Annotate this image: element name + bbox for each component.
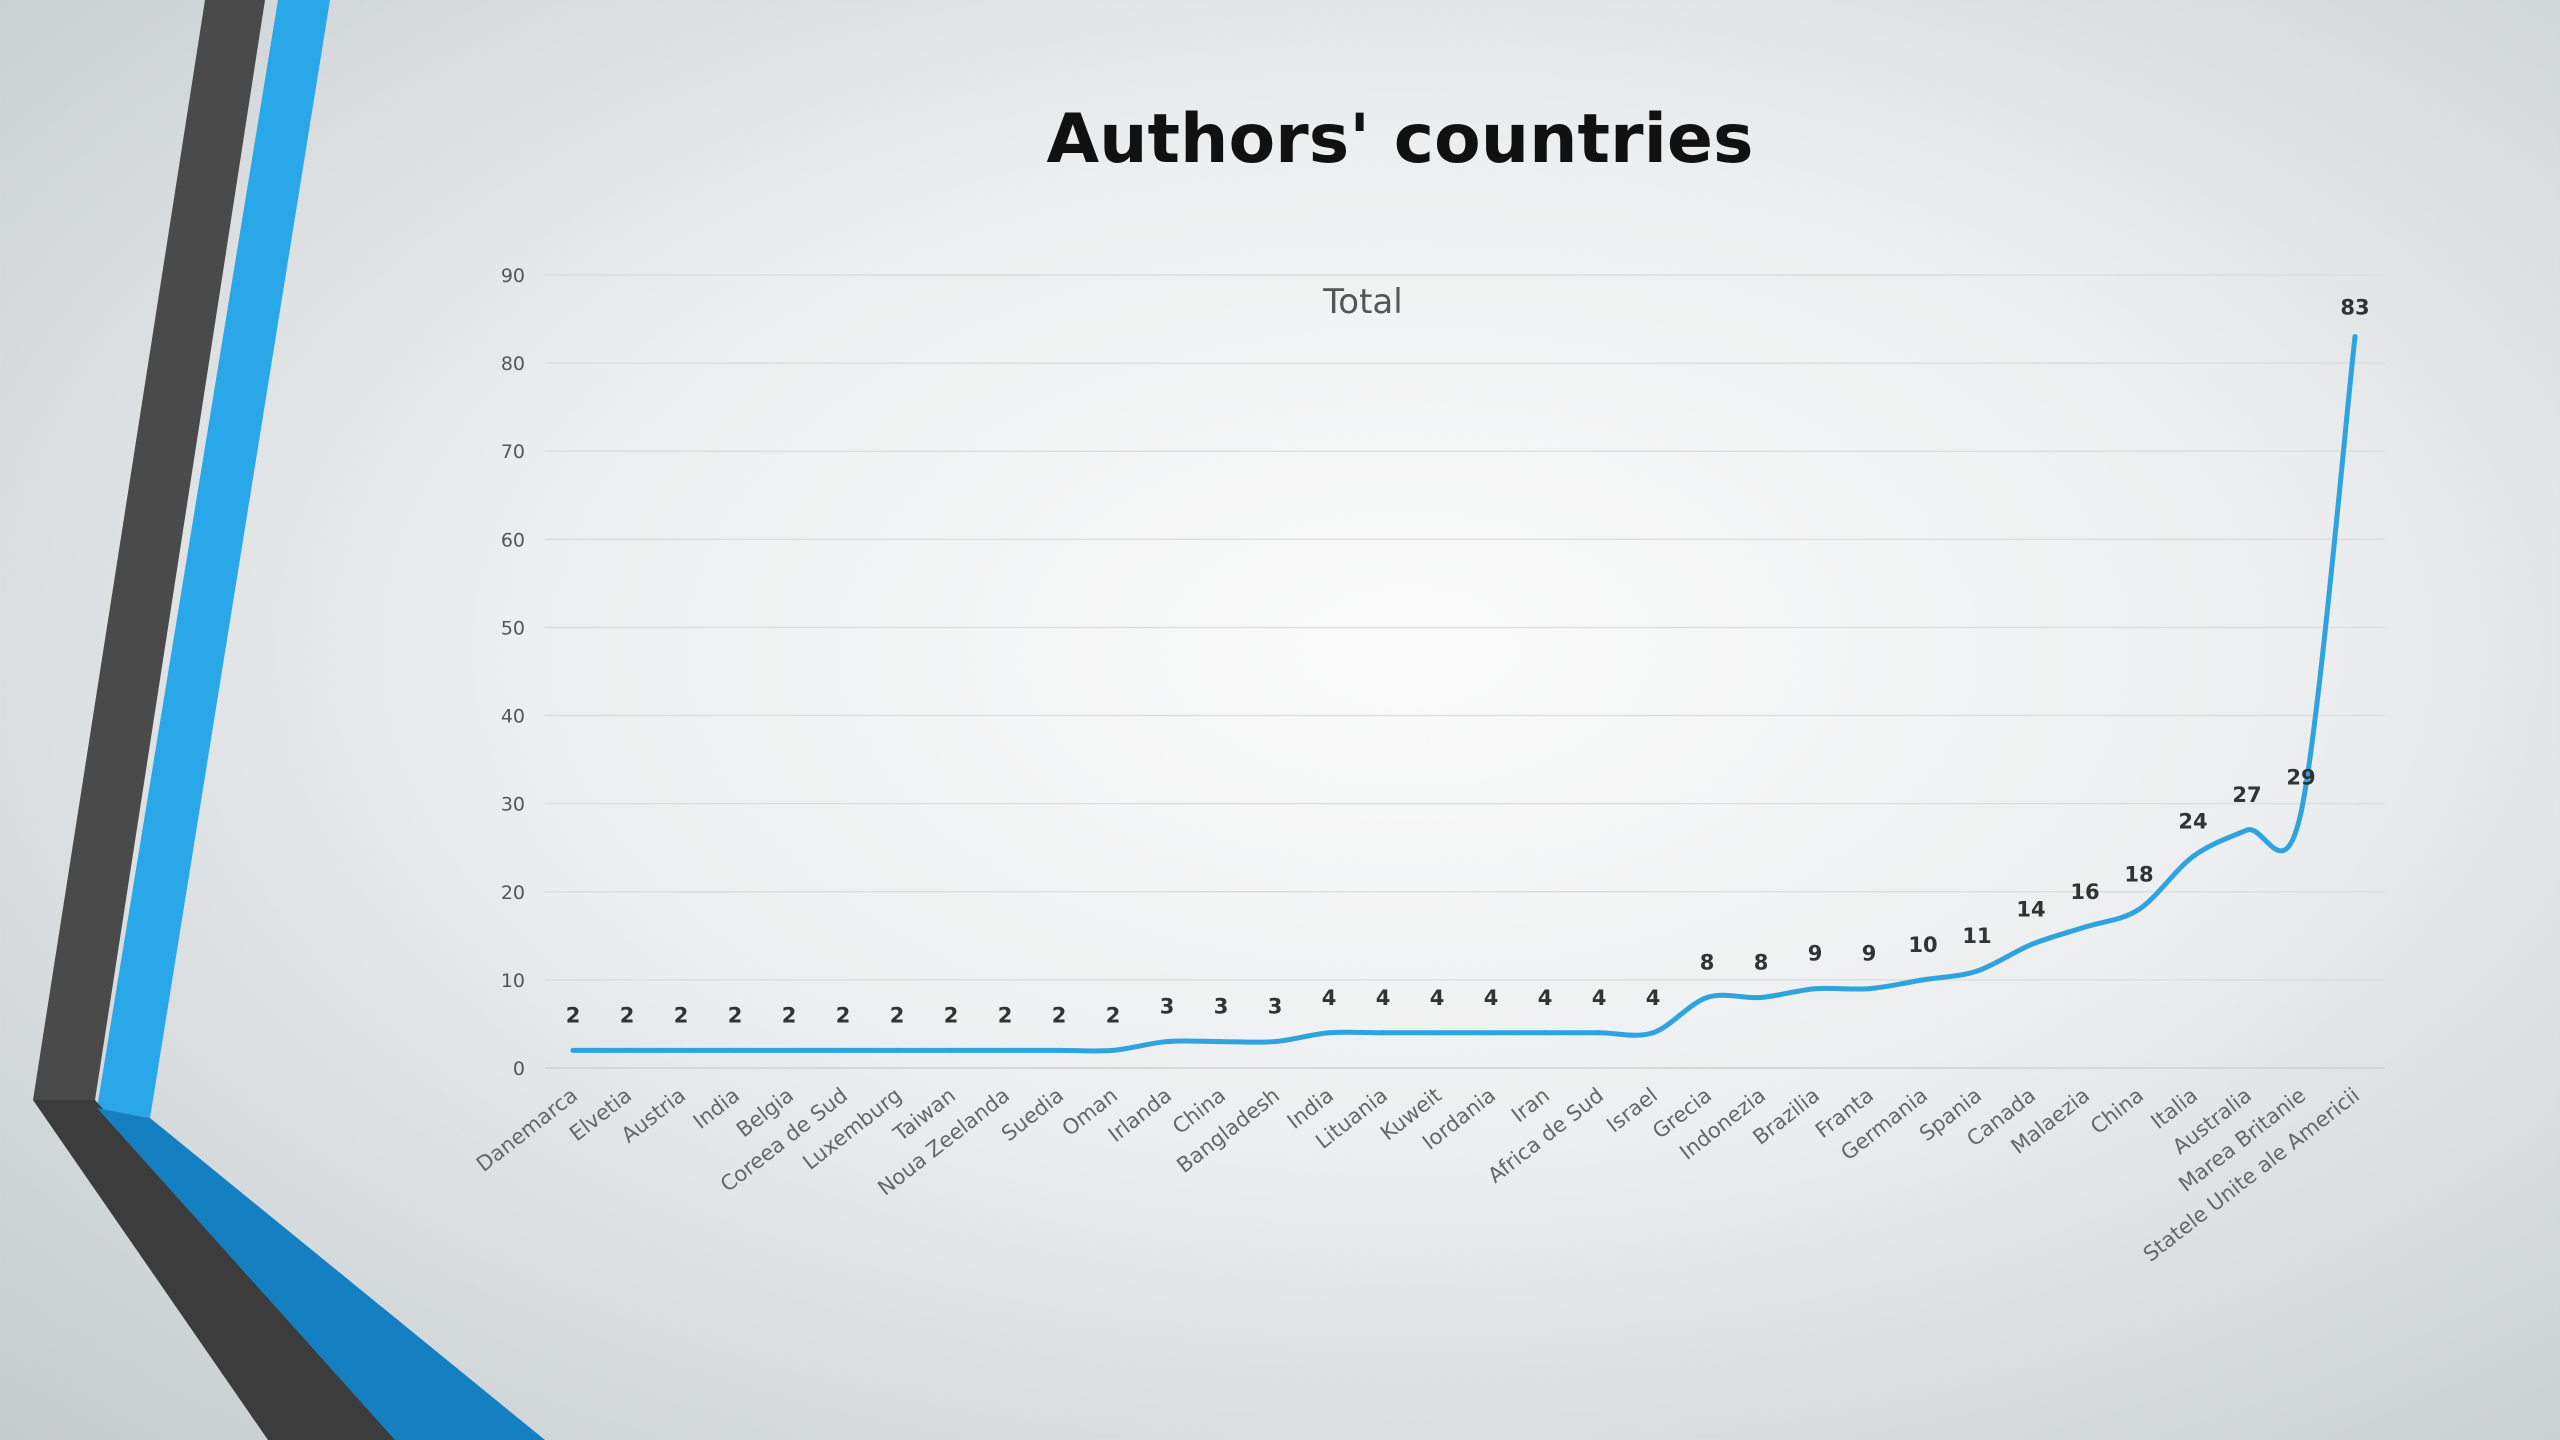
x-tick-label: China: [2086, 1083, 2148, 1139]
data-label: 4: [1592, 986, 1607, 1010]
data-label: 9: [1862, 942, 1877, 966]
x-tick-label: Suedia: [997, 1083, 1068, 1146]
data-point: [1434, 1030, 1440, 1036]
data-label: 2: [998, 1003, 1013, 1027]
data-label: 11: [1962, 924, 1991, 948]
series-title: Total: [1322, 282, 1402, 322]
data-label: 14: [2016, 898, 2045, 922]
data-label: 2: [566, 1003, 581, 1027]
y-tick-label: 80: [501, 353, 525, 375]
y-tick-label: 30: [501, 794, 525, 816]
blue-stripe-upper: [97, 0, 330, 1118]
data-label: 2: [674, 1003, 689, 1027]
data-label: 2: [944, 1003, 959, 1027]
data-label: 4: [1322, 986, 1337, 1010]
data-label: 27: [2232, 783, 2261, 807]
data-label: 2: [782, 1003, 797, 1027]
data-point: [2136, 906, 2142, 912]
data-point: [2298, 809, 2304, 815]
data-point: [1110, 1047, 1116, 1053]
data-point: [1596, 1030, 1602, 1036]
data-point: [1920, 977, 1926, 983]
data-point: [732, 1047, 738, 1053]
series-line-total: [570, 334, 2358, 1054]
data-label: 2: [728, 1003, 743, 1027]
data-label: 3: [1160, 995, 1175, 1019]
data-point: [2082, 924, 2088, 930]
y-tick-label: 20: [501, 882, 525, 904]
data-point: [1866, 986, 1872, 992]
data-point: [786, 1047, 792, 1053]
data-label: 83: [2340, 296, 2369, 320]
x-tick-label: Danemarca: [472, 1083, 582, 1177]
data-point: [1218, 1039, 1224, 1045]
data-point: [1650, 1030, 1656, 1036]
data-label: 4: [1376, 986, 1391, 1010]
data-label: 4: [1430, 986, 1445, 1010]
data-point: [1002, 1047, 1008, 1053]
data-point: [1164, 1039, 1170, 1045]
data-point: [2028, 942, 2034, 948]
data-label: 2: [1106, 1003, 1121, 1027]
data-label: 4: [1646, 986, 1661, 1010]
y-tick-label: 0: [513, 1058, 525, 1080]
data-point: [1056, 1047, 1062, 1053]
data-label: 3: [1268, 995, 1283, 1019]
data-label: 24: [2178, 810, 2207, 834]
data-label: 2: [890, 1003, 905, 1027]
data-point: [2190, 854, 2196, 860]
data-point: [1326, 1030, 1332, 1036]
data-label: 2: [836, 1003, 851, 1027]
data-point: [570, 1047, 576, 1053]
chart-title: Authors' countries: [1046, 100, 1754, 179]
data-label: 16: [2070, 880, 2099, 904]
data-point: [1272, 1039, 1278, 1045]
y-tick-label: 70: [501, 441, 525, 463]
data-point: [1812, 986, 1818, 992]
data-label: 4: [1484, 986, 1499, 1010]
data-point: [2244, 827, 2250, 833]
data-point: [1380, 1030, 1386, 1036]
data-label: 8: [1700, 951, 1715, 975]
data-label: 10: [1908, 933, 1937, 957]
data-point: [1542, 1030, 1548, 1036]
data-point: [678, 1047, 684, 1053]
data-label: 29: [2286, 765, 2315, 789]
data-point: [1758, 995, 1764, 1001]
data-point: [1974, 968, 1980, 974]
data-point: [948, 1047, 954, 1053]
data-point: [1704, 995, 1710, 1001]
data-label: 2: [620, 1003, 635, 1027]
data-point: [2352, 334, 2358, 340]
y-tick-label: 50: [501, 617, 525, 639]
dark-stripe-upper: [33, 0, 265, 1100]
data-label: 8: [1754, 951, 1769, 975]
dark-stripe-lower: [33, 1100, 400, 1440]
data-label: 2: [1052, 1003, 1067, 1027]
data-point: [894, 1047, 900, 1053]
data-label: 3: [1214, 995, 1229, 1019]
y-tick-label: 40: [501, 706, 525, 728]
data-label: 18: [2124, 862, 2153, 886]
data-point: [624, 1047, 630, 1053]
data-point: [840, 1047, 846, 1053]
data-point: [1488, 1030, 1494, 1036]
y-tick-label: 90: [501, 265, 525, 287]
y-tick-label: 60: [501, 529, 525, 551]
data-label: 4: [1538, 986, 1553, 1010]
y-tick-label: 10: [501, 970, 525, 992]
blue-stripe-lower: [97, 1108, 545, 1440]
data-label: 9: [1808, 942, 1823, 966]
